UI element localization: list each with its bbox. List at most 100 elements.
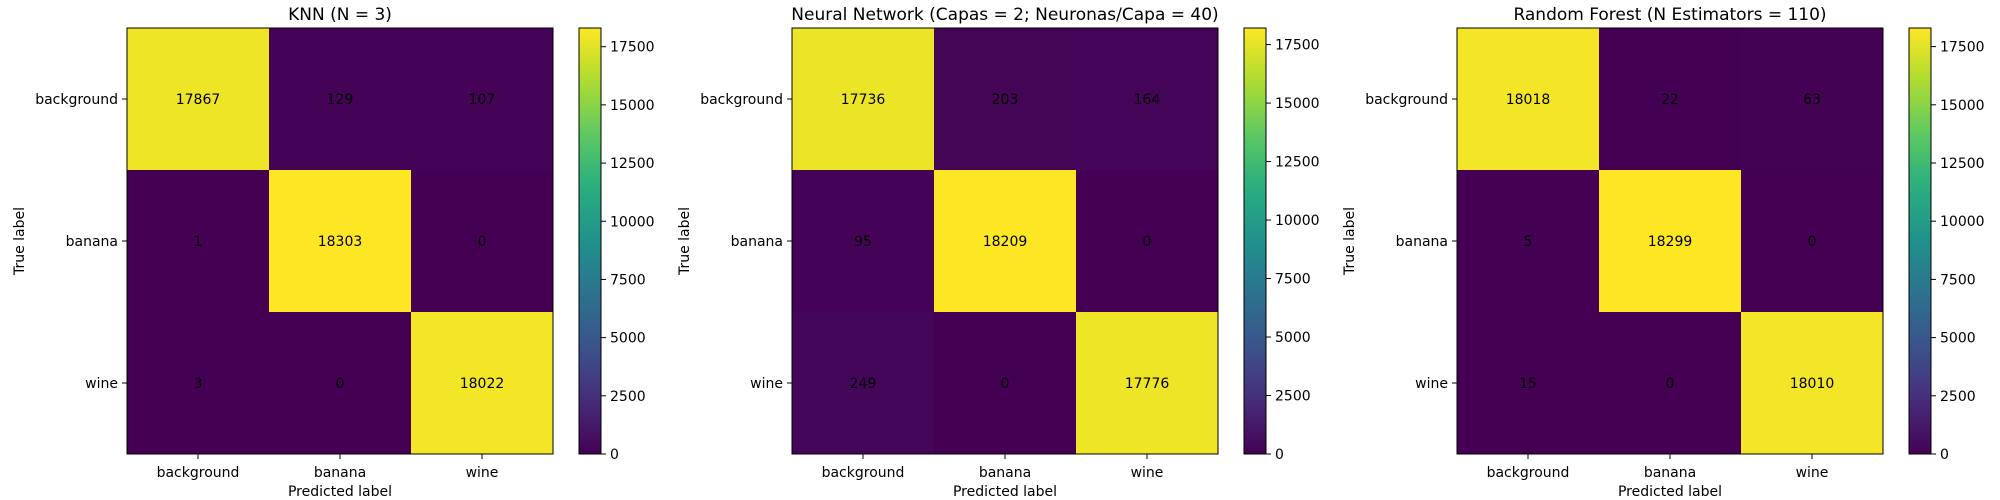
colorbar-tick-label: 15000 xyxy=(1940,98,1985,114)
cell-value-label: 18010 xyxy=(1790,376,1835,392)
colorbar xyxy=(1908,27,1932,455)
colorbar-tick-label: 17500 xyxy=(1275,38,1320,54)
cell-value-label: 95 xyxy=(854,234,872,250)
cell-value-label: 1 xyxy=(194,234,203,250)
colorbar-tick-label: 0 xyxy=(610,447,619,463)
colorbar-tick-label: 7500 xyxy=(1940,272,1976,288)
cell-value-label: 129 xyxy=(327,92,354,108)
colorbar-tick-label: 15000 xyxy=(610,98,655,114)
heatmap-cell xyxy=(269,28,411,170)
cell-value-label: 17867 xyxy=(176,92,221,108)
heatmap-cell xyxy=(1741,28,1883,170)
heatmap-cell xyxy=(1076,170,1218,312)
cell-value-label: 0 xyxy=(478,234,487,250)
x-tick-label: wine xyxy=(466,465,499,481)
confusion-matrix-panel-1: KNN (N = 3) 17867 129 107 1 18303 0 3 0 18022 back… xyxy=(12,5,655,500)
heatmap-cell xyxy=(792,28,934,170)
heatmap-cell xyxy=(792,170,934,312)
y-tick-label: background xyxy=(1365,92,1448,108)
cell-value-label: 164 xyxy=(1134,92,1161,108)
colorbar-tick-label: 5000 xyxy=(1275,330,1311,346)
colorbar-tick-label: 2500 xyxy=(1275,389,1311,405)
x-tick-label: background xyxy=(157,465,240,481)
colorbar-tick-label: 12500 xyxy=(610,156,655,172)
chart-title: Neural Network (Capas = 2; Neuronas/Capa… xyxy=(791,5,1218,25)
heatmap-cell xyxy=(1457,28,1599,170)
cell-value-label: 17736 xyxy=(841,92,886,108)
cell-value-label: 203 xyxy=(992,92,1019,108)
colorbar-tick-label: 7500 xyxy=(610,272,646,288)
heatmap-cell xyxy=(934,312,1076,454)
confusion-matrix-panel-2: Neural Network (Capas = 2; Neuronas/Capa… xyxy=(677,5,1320,500)
y-tick-label: banana xyxy=(731,234,783,250)
colorbar-tick-label: 7500 xyxy=(1275,272,1311,288)
y-axis-label: True label xyxy=(677,207,693,276)
cell-value-label: 0 xyxy=(336,376,345,392)
cell-value-label: 249 xyxy=(850,376,877,392)
heatmap-cell xyxy=(1599,28,1741,170)
colorbar-tick-label: 2500 xyxy=(1940,389,1976,405)
cell-value-label: 63 xyxy=(1803,92,1821,108)
colorbar-tick-label: 17500 xyxy=(1940,40,1985,56)
heatmap-cell xyxy=(1599,312,1741,454)
colorbar-tick-label: 0 xyxy=(1275,447,1284,463)
y-tick-label: wine xyxy=(750,376,783,392)
cell-value-label: 5 xyxy=(1524,234,1533,250)
heatmap-cell xyxy=(1076,28,1218,170)
heatmap-cell xyxy=(1457,170,1599,312)
cell-value-label: 18303 xyxy=(318,234,363,250)
x-tick-label: background xyxy=(822,465,905,481)
y-tick-label: background xyxy=(35,92,118,108)
y-tick-label: wine xyxy=(1415,376,1448,392)
cell-value-label: 3 xyxy=(194,376,203,392)
x-axis-label: Predicted label xyxy=(1618,484,1722,500)
x-tick-label: banana xyxy=(314,465,366,481)
cell-value-label: 0 xyxy=(1808,234,1817,250)
colorbar-tick-label: 12500 xyxy=(1275,155,1320,171)
x-tick-label: wine xyxy=(1796,465,1829,481)
y-axis-label: True label xyxy=(1342,207,1358,276)
heatmap-cell xyxy=(792,312,934,454)
colorbar-tick-label: 12500 xyxy=(1940,156,1985,172)
cell-value-label: 18018 xyxy=(1506,92,1551,108)
x-axis-label: Predicted label xyxy=(288,484,392,500)
heatmap-cell xyxy=(1457,312,1599,454)
cell-value-label: 18022 xyxy=(460,376,505,392)
cell-value-label: 107 xyxy=(469,92,496,108)
cell-value-label: 17776 xyxy=(1125,376,1170,392)
heatmap-cell xyxy=(269,312,411,454)
cell-value-label: 18209 xyxy=(983,234,1028,250)
heatmap-cell xyxy=(127,312,269,454)
heatmap-cell xyxy=(1741,312,1883,454)
heatmap-cell xyxy=(269,170,411,312)
y-tick-label: wine xyxy=(85,376,118,392)
colorbar-tick-label: 2500 xyxy=(610,389,646,405)
x-tick-label: banana xyxy=(979,465,1031,481)
cell-value-label: 15 xyxy=(1519,376,1537,392)
y-tick-label: banana xyxy=(1396,234,1448,250)
colorbar xyxy=(1243,27,1267,455)
heatmap-cell xyxy=(127,28,269,170)
cell-value-label: 0 xyxy=(1143,234,1152,250)
heatmap-cell xyxy=(1741,170,1883,312)
colorbar-tick-label: 0 xyxy=(1940,447,1949,463)
y-tick-label: background xyxy=(700,92,783,108)
colorbar-tick-label: 10000 xyxy=(1940,214,1985,230)
chart-title: KNN (N = 3) xyxy=(288,5,392,25)
x-axis-label: Predicted label xyxy=(953,484,1057,500)
x-tick-label: banana xyxy=(1644,465,1696,481)
x-tick-label: wine xyxy=(1131,465,1164,481)
confusion-matrix-panel-3: Random Forest (N Estimators = 110) 18018 2… xyxy=(1342,5,1985,500)
y-tick-label: banana xyxy=(66,234,118,250)
heatmap-cell xyxy=(411,312,553,454)
heatmap-cell xyxy=(934,28,1076,170)
cell-value-label: 18299 xyxy=(1648,234,1693,250)
colorbar xyxy=(578,27,602,455)
y-axis-label: True label xyxy=(12,207,28,276)
colorbar-tick-label: 15000 xyxy=(1275,96,1320,112)
heatmap-cell xyxy=(1076,312,1218,454)
colorbar-tick-label: 5000 xyxy=(1940,331,1976,347)
heatmap-cell xyxy=(934,170,1076,312)
colorbar-tick-label: 17500 xyxy=(610,40,655,56)
